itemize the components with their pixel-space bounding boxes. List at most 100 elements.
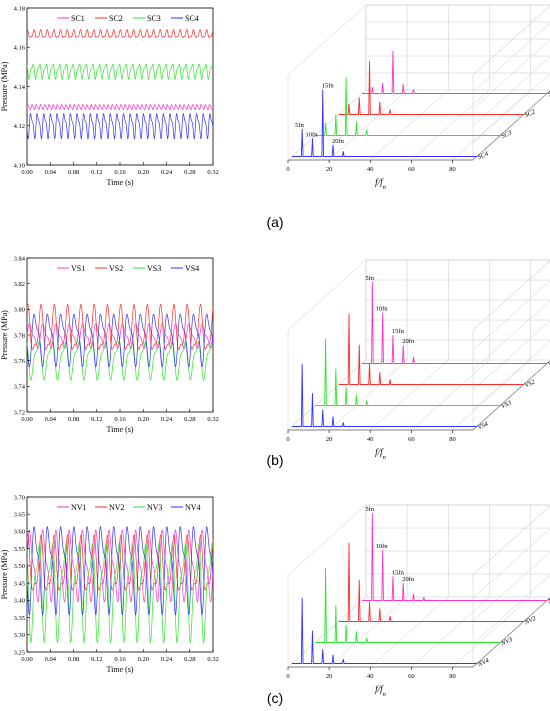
x-tick-label: 0.20: [138, 416, 149, 423]
x-tick-label: 0.28: [184, 169, 195, 176]
z-gridline: [472, 574, 550, 645]
y-tick-label: 4.18: [14, 5, 25, 12]
floor-gridline: [287, 596, 367, 668]
x-tick-label: 0.00: [21, 169, 32, 176]
z-gridline: [472, 260, 550, 331]
floor-gridline: [328, 596, 408, 668]
z-gridline: [472, 22, 550, 93]
x-tick-label: 0.32: [207, 169, 218, 176]
series-depth-label-NV2: NV2: [523, 615, 538, 627]
legend-label-VS4: VS4: [185, 264, 199, 273]
legend-label-VS3: VS3: [147, 264, 161, 273]
legend-label-VS1: VS1: [71, 264, 85, 273]
y-tick-label: 3.65: [14, 512, 25, 519]
x-axis-label: Time (s): [106, 178, 133, 187]
series-depth-label-NV3: NV3: [499, 636, 514, 648]
y-tick-label: 3.50: [14, 563, 25, 570]
peak-annotation: 10fn: [376, 306, 389, 313]
x-tick-label: 0.04: [45, 169, 57, 176]
x-tick-label: 20: [326, 166, 333, 173]
y-tick-label: 3.70: [14, 494, 25, 501]
z-gridline: [472, 56, 550, 127]
spectrum-line-SC4: [291, 89, 477, 157]
x-tick-label: 0.00: [21, 656, 32, 663]
x-tick-label: 0.24: [161, 656, 173, 663]
waterfall-chart-2: 0.0000.0210.0420.0630.084Amplitude (MPa)…: [286, 504, 550, 698]
spectrum-line-NV1: [362, 512, 548, 601]
series-depth-label-NV1: NV1: [546, 594, 550, 606]
series-depth-label-SC3: SC3: [500, 129, 513, 140]
legend-box: [54, 262, 206, 273]
legend-label-VS2: VS2: [109, 264, 123, 273]
floor-gridline: [370, 596, 449, 668]
legend-label-NV1: NV1: [71, 503, 87, 512]
y-tick-label: 3.30: [14, 632, 25, 639]
series-line-NV3: [26, 542, 214, 644]
z-gridline: [472, 5, 550, 76]
x-axis-label: f/fn: [375, 177, 386, 191]
x-tick-label: 40: [367, 673, 374, 680]
x-tick-label: 80: [449, 673, 456, 680]
x-tick-label: 0: [286, 166, 289, 173]
y-tick-label: 3.72: [14, 409, 25, 416]
x-tick-label: 0.16: [114, 656, 126, 663]
series-depth-label-SC1: SC1: [547, 87, 550, 98]
line-chart-2: 0.00 0.04 0.08 0.12 0.16 0.20 0.24 0.28 0.32 3.25…: [0, 494, 219, 674]
z-gridline: [472, 300, 550, 371]
left-wall-edge: [287, 259, 367, 331]
x-tick-label: 0.08: [68, 656, 79, 663]
z-gridline: [472, 360, 550, 431]
floor-gridline: [370, 359, 449, 431]
y-tick-label: 3.60: [14, 529, 25, 536]
x-tick-label: 0: [286, 436, 289, 443]
x-tick-label: 0.16: [114, 169, 126, 176]
peak-annotation: 20fn: [332, 138, 345, 145]
series-depth-label-SC2: SC2: [524, 108, 537, 119]
series-line-NV1: [26, 529, 214, 603]
floor-gridline: [452, 359, 531, 431]
series-depth-label-VS3: VS3: [500, 399, 513, 410]
peak-annotation: 5fn: [365, 275, 374, 282]
x-tick-label: 0.32: [207, 656, 218, 663]
x-tick-label: 40: [367, 166, 374, 173]
x-axis-label: Time (s): [106, 425, 133, 434]
panel-label-c: (c): [266, 690, 284, 706]
x-tick-label: 0.28: [184, 416, 195, 423]
x-tick-label: 20: [326, 673, 333, 680]
y-tick-label: 3.35: [14, 615, 25, 622]
x-tick-label: 0.20: [138, 656, 149, 663]
floor-gridline: [452, 596, 531, 668]
spectrum-line-VS4: [291, 363, 477, 427]
floor-gridline: [287, 359, 367, 431]
z-gridline: [472, 505, 550, 576]
peak-annotation: 10fn: [305, 131, 318, 138]
y-axis-label: Pressure (MPa): [0, 310, 9, 360]
x-tick-label: 80: [449, 436, 456, 443]
legend-label-NV2: NV2: [109, 503, 125, 512]
floor-gridline: [370, 89, 449, 161]
line-chart-0: 0.00 0.04 0.08 0.12 0.16 0.20 0.24 0.28 0.32 4.10…: [0, 5, 219, 187]
y-axis-label: Pressure (MPa): [0, 549, 9, 599]
legend-label-SC4: SC4: [185, 14, 199, 23]
series-depth-label-VS1: VS1: [547, 358, 550, 369]
x-tick-label: 0.00: [21, 416, 32, 423]
x-tick-label: 0.32: [207, 416, 218, 423]
peak-annotation: 15fn: [322, 83, 335, 90]
y-tick-label: 3.84: [14, 255, 26, 262]
y-tick-label: 4.10: [14, 162, 25, 169]
left-wall-edge: [287, 4, 367, 76]
series-line-SC3: [26, 63, 214, 80]
y-tick-label: 3.74: [14, 384, 26, 391]
y-tick-label: 4.16: [14, 45, 26, 52]
x-tick-label: 80: [449, 166, 456, 173]
series-line-SC4: [26, 112, 214, 140]
legend-label-NV3: NV3: [147, 503, 163, 512]
line-chart-1: 0.00 0.04 0.08 0.12 0.16 0.20 0.24 0.28 0.32 3.72…: [0, 255, 219, 434]
series-line-VS1: [26, 323, 214, 349]
peak-annotation: 5fn: [295, 122, 304, 129]
peak-annotation: 10fn: [376, 543, 389, 550]
z-gridline: [472, 340, 550, 411]
y-tick-label: 3.80: [14, 307, 25, 314]
x-tick-label: 0.12: [91, 656, 102, 663]
spectrum-line-SC3: [315, 77, 501, 136]
